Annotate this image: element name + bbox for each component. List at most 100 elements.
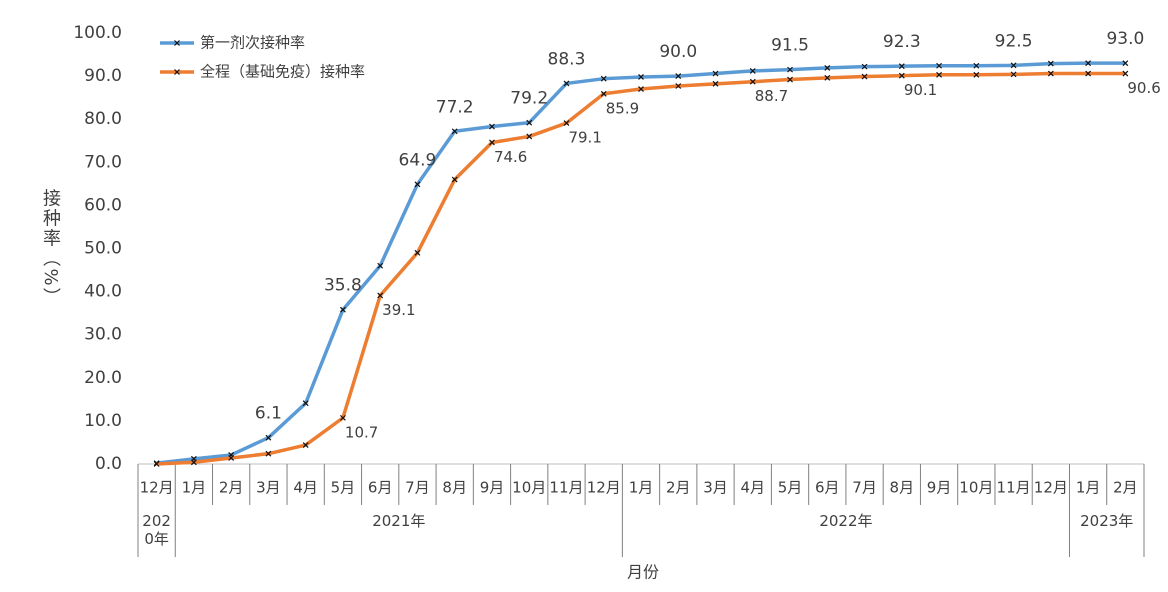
x-tick-label: 6月 — [368, 479, 393, 497]
x-tick-label: 5月 — [778, 479, 803, 497]
point-marker — [302, 400, 309, 407]
legend-label: 第一剂次接种率 — [200, 34, 305, 52]
point-marker — [749, 68, 756, 74]
point-marker — [712, 80, 719, 87]
legend-marker — [174, 69, 180, 75]
point-marker — [824, 74, 831, 81]
data-label: 10.7 — [345, 423, 378, 441]
point-marker — [973, 62, 980, 69]
point-marker — [377, 262, 384, 269]
x-tick-label: 7月 — [852, 479, 877, 497]
point-marker — [675, 83, 682, 89]
y-tick-label: 60.0 — [84, 195, 122, 215]
point-marker — [787, 66, 793, 73]
series-line — [156, 61, 1126, 465]
point-marker — [1085, 70, 1092, 77]
point-marker — [451, 128, 458, 135]
y-tick-label: 100.0 — [73, 23, 122, 43]
point-marker — [190, 459, 197, 466]
x-tick-label: 11月 — [549, 479, 583, 497]
point-marker — [153, 461, 160, 467]
point-marker — [414, 249, 421, 256]
point-marker — [489, 123, 495, 130]
data-label: 92.3 — [883, 32, 921, 52]
point-marker — [638, 86, 644, 92]
x-group-box: 2021年 — [372, 512, 426, 530]
point-marker — [526, 119, 533, 126]
y-axis-title: 接种率（%） — [40, 188, 61, 307]
data-label: 85.9 — [606, 99, 639, 117]
point-marker — [1047, 70, 1054, 77]
point-marker — [824, 64, 831, 71]
x-group-label: 2021年 — [372, 512, 426, 530]
point-marker — [1010, 71, 1017, 78]
point-marker — [675, 73, 682, 80]
point-marker — [638, 74, 644, 80]
point-marker — [228, 455, 235, 461]
point-marker — [451, 176, 458, 183]
data-label: 93.0 — [1106, 29, 1144, 49]
data-label: 74.6 — [494, 148, 527, 166]
x-tick-label: 8月 — [442, 479, 467, 497]
data-label: 92.5 — [995, 31, 1033, 51]
y-tick-label: 80.0 — [84, 109, 122, 129]
data-label: 90.0 — [659, 42, 697, 62]
y-tick-label: 10.0 — [84, 411, 122, 431]
data-label: 88.3 — [548, 49, 586, 69]
y-tick-label: 50.0 — [84, 239, 122, 259]
point-marker — [563, 120, 570, 127]
legend-marker — [174, 40, 180, 46]
x-group-box: 2020年 — [142, 512, 171, 548]
x-tick-label: 9月 — [480, 479, 505, 497]
x-group-box: 2023年 — [1080, 512, 1134, 530]
x-tick-label: 9月 — [927, 479, 952, 497]
point-marker — [526, 133, 533, 140]
y-tick-label: 70.0 — [84, 152, 122, 172]
point-marker — [489, 139, 495, 146]
x-tick-label: 2月 — [219, 479, 244, 497]
point-marker — [600, 90, 607, 97]
legend-label: 全程（基础免疫）接种率 — [200, 63, 365, 81]
x-tick-label: 1月 — [182, 479, 207, 497]
x-tick-label: 8月 — [890, 479, 915, 497]
data-label: 77.2 — [436, 97, 474, 117]
point-marker — [861, 63, 868, 70]
data-label: 39.1 — [382, 301, 415, 319]
x-axis-title: 月份 — [627, 563, 659, 582]
point-marker — [302, 442, 309, 448]
x-group-box: 2022年 — [819, 512, 873, 530]
y-tick-label: 20.0 — [84, 368, 122, 388]
point-marker — [712, 70, 719, 77]
x-tick-label: 1月 — [1076, 479, 1101, 497]
x-group-label: 2022年 — [819, 512, 873, 530]
point-marker — [1047, 60, 1054, 67]
x-tick-label: 12月 — [587, 479, 621, 497]
data-label: 90.6 — [1127, 79, 1160, 97]
point-marker — [600, 75, 607, 82]
y-tick-label: 40.0 — [84, 282, 122, 302]
x-tick-label: 7月 — [405, 479, 430, 497]
data-label: 88.7 — [755, 87, 788, 105]
x-tick-label: 5月 — [331, 479, 356, 497]
x-tick-label: 11月 — [997, 479, 1031, 497]
data-label: 91.5 — [771, 36, 809, 56]
point-marker — [265, 450, 272, 457]
x-group-label: 2020年 — [142, 512, 171, 548]
point-marker — [898, 72, 905, 79]
data-label: 79.1 — [568, 129, 601, 147]
data-label: 35.8 — [324, 276, 362, 296]
x-tick-label: 6月 — [815, 479, 840, 497]
point-marker — [340, 414, 346, 421]
x-tick-label: 12月 — [1034, 479, 1068, 497]
point-marker — [340, 306, 346, 313]
data-label: 90.1 — [904, 81, 937, 99]
point-marker — [973, 71, 980, 78]
point-marker — [1122, 60, 1129, 67]
x-tick-label: 4月 — [293, 479, 318, 497]
point-marker — [414, 181, 421, 188]
point-marker — [1122, 70, 1129, 77]
point-marker — [787, 76, 793, 83]
x-tick-label: 3月 — [703, 479, 728, 497]
x-group-label: 2023年 — [1080, 512, 1134, 530]
